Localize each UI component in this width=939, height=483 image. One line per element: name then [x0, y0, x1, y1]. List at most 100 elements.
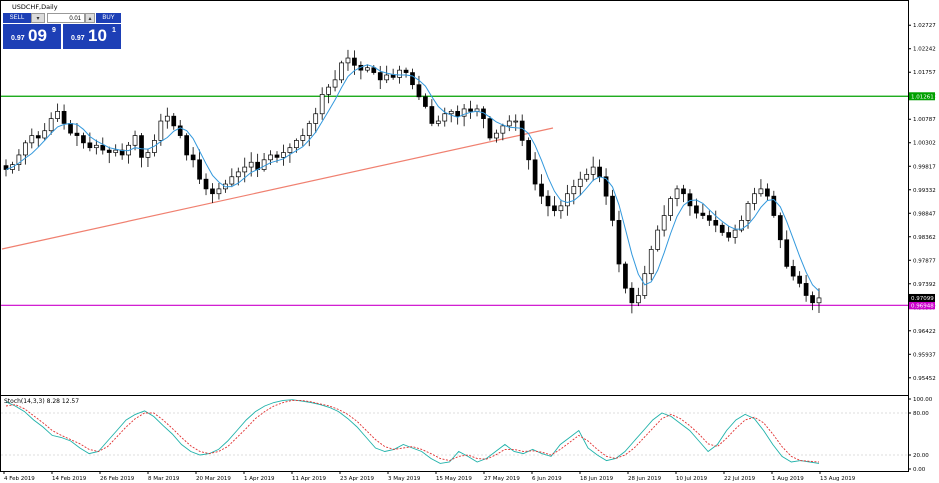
candle-bearish: [68, 123, 73, 134]
level-price-tag: [909, 92, 935, 101]
candle-bearish: [203, 178, 209, 190]
lot-size-input[interactable]: 0.01: [47, 13, 85, 23]
candle-bearish: [603, 176, 609, 197]
candle-bearish: [377, 72, 383, 81]
candle-bearish: [810, 295, 815, 304]
candle-bullish: [164, 115, 170, 122]
candle-bullish: [739, 220, 744, 231]
candle-bearish: [87, 142, 93, 149]
date-axis-label: 23 Apr 2019: [340, 476, 375, 482]
date-axis-label: 3 May 2019: [388, 476, 421, 482]
candle-bearish: [106, 149, 112, 153]
level-price-label: 0.96948: [911, 303, 934, 309]
candle-bearish: [687, 193, 693, 207]
sell-price-box[interactable]: 0.97 09 9: [3, 24, 61, 49]
current-price-label: 0.97099: [911, 296, 934, 302]
one-click-trading-panel: SELL ▾ 0.01 ▴ BUY 0.97 09 9 0.97 10 1: [3, 12, 121, 50]
current-price-tag: [909, 293, 935, 302]
level-price-tag: [909, 301, 935, 310]
candle-bearish: [139, 135, 144, 158]
candle-bullish: [448, 110, 454, 115]
stoch-level-label: 20.00: [913, 453, 929, 459]
candle-bullish: [332, 79, 338, 88]
candle-bearish: [765, 188, 770, 197]
candle-bullish: [384, 74, 390, 81]
sell-button[interactable]: SELL: [3, 13, 31, 23]
candle-bearish: [184, 135, 190, 156]
date-axis-label: 6 Jun 2019: [532, 476, 562, 482]
date-axis-label: 20 Mar 2019: [196, 476, 231, 482]
candle-bullish: [248, 161, 254, 168]
candle-bullish: [442, 113, 448, 122]
price-axis-label: 0.97392: [913, 282, 936, 288]
price-axis-label: 0.95452: [913, 376, 936, 382]
stoch-main-line: [5, 399, 820, 464]
date-axis-label: 15 May 2019: [436, 476, 472, 482]
price-axis-label: 0.98362: [913, 235, 936, 241]
candle-bullish: [300, 135, 306, 141]
trend-line[interactable]: [1, 127, 554, 250]
candle-bearish: [487, 118, 493, 139]
candle-bearish: [468, 108, 473, 112]
candle-bullish: [55, 110, 60, 119]
date-axis-label: 13 Aug 2019: [820, 476, 856, 482]
candle-bearish: [539, 183, 544, 197]
lot-spinner-icon[interactable]: ▴: [85, 13, 95, 23]
candle-bearish: [616, 220, 622, 265]
candle-bullish: [745, 203, 751, 221]
candle-bullish: [661, 215, 667, 231]
candle-bearish: [545, 195, 551, 207]
candle-bearish: [171, 115, 177, 127]
candle-bearish: [81, 135, 86, 144]
candle-bullish: [229, 176, 235, 185]
candle-bullish: [345, 57, 351, 64]
main-chart-frame: [0, 0, 909, 396]
candle-bearish: [700, 212, 706, 216]
candle-bullish: [435, 120, 441, 124]
candle-bearish: [519, 120, 525, 141]
date-axis-label: 18 Jun 2019: [580, 476, 614, 482]
price-axis-label: 0.96422: [913, 329, 936, 335]
candle-bearish: [610, 195, 615, 221]
date-axis-label: 26 Feb 2019: [100, 476, 135, 482]
date-axis-label: 22 Jul 2019: [724, 476, 756, 482]
candle-bearish: [681, 188, 686, 195]
buy-price-box[interactable]: 0.97 10 1: [63, 24, 121, 49]
indicator-frame: [0, 395, 909, 472]
price-axis-label: 0.95937: [913, 352, 936, 358]
date-axis-label: 1 Apr 2019: [244, 476, 275, 482]
candle-bearish: [455, 110, 461, 117]
price-axis-label: 0.99332: [913, 188, 936, 194]
stoch-level-label: 100.00: [913, 397, 933, 403]
candle-bullish: [758, 188, 764, 195]
candle-bullish: [558, 205, 564, 212]
candle-bearish: [429, 106, 435, 124]
buy-button[interactable]: BUY: [96, 13, 121, 23]
stoch-level-label: 0.00: [913, 467, 926, 473]
candle-bullish: [635, 295, 641, 304]
candle-bullish: [668, 198, 673, 216]
candle-bullish: [23, 142, 28, 156]
candle-bearish: [403, 69, 409, 73]
lot-dropdown-icon[interactable]: ▾: [31, 13, 45, 23]
chart-title: USDCHF,Daily: [12, 3, 58, 11]
moving-average-line: [5, 64, 820, 292]
candle-bullish: [281, 152, 286, 158]
level-price-label: 1.01261: [911, 94, 934, 100]
candle-bullish: [306, 123, 312, 136]
candle-bearish: [629, 287, 635, 304]
candle-bullish: [500, 125, 506, 134]
candle-bullish: [313, 113, 319, 124]
candle-bullish: [513, 120, 519, 123]
candle-bearish: [623, 263, 628, 289]
price-axis-label: 1.00302: [913, 141, 936, 147]
candle-bearish: [274, 154, 280, 158]
candle-bullish: [42, 130, 48, 139]
candle-bearish: [190, 154, 196, 161]
candle-bullish: [48, 118, 54, 132]
candle-bullish: [145, 152, 151, 158]
candle-bullish: [339, 62, 344, 81]
candle-bullish: [674, 188, 680, 199]
